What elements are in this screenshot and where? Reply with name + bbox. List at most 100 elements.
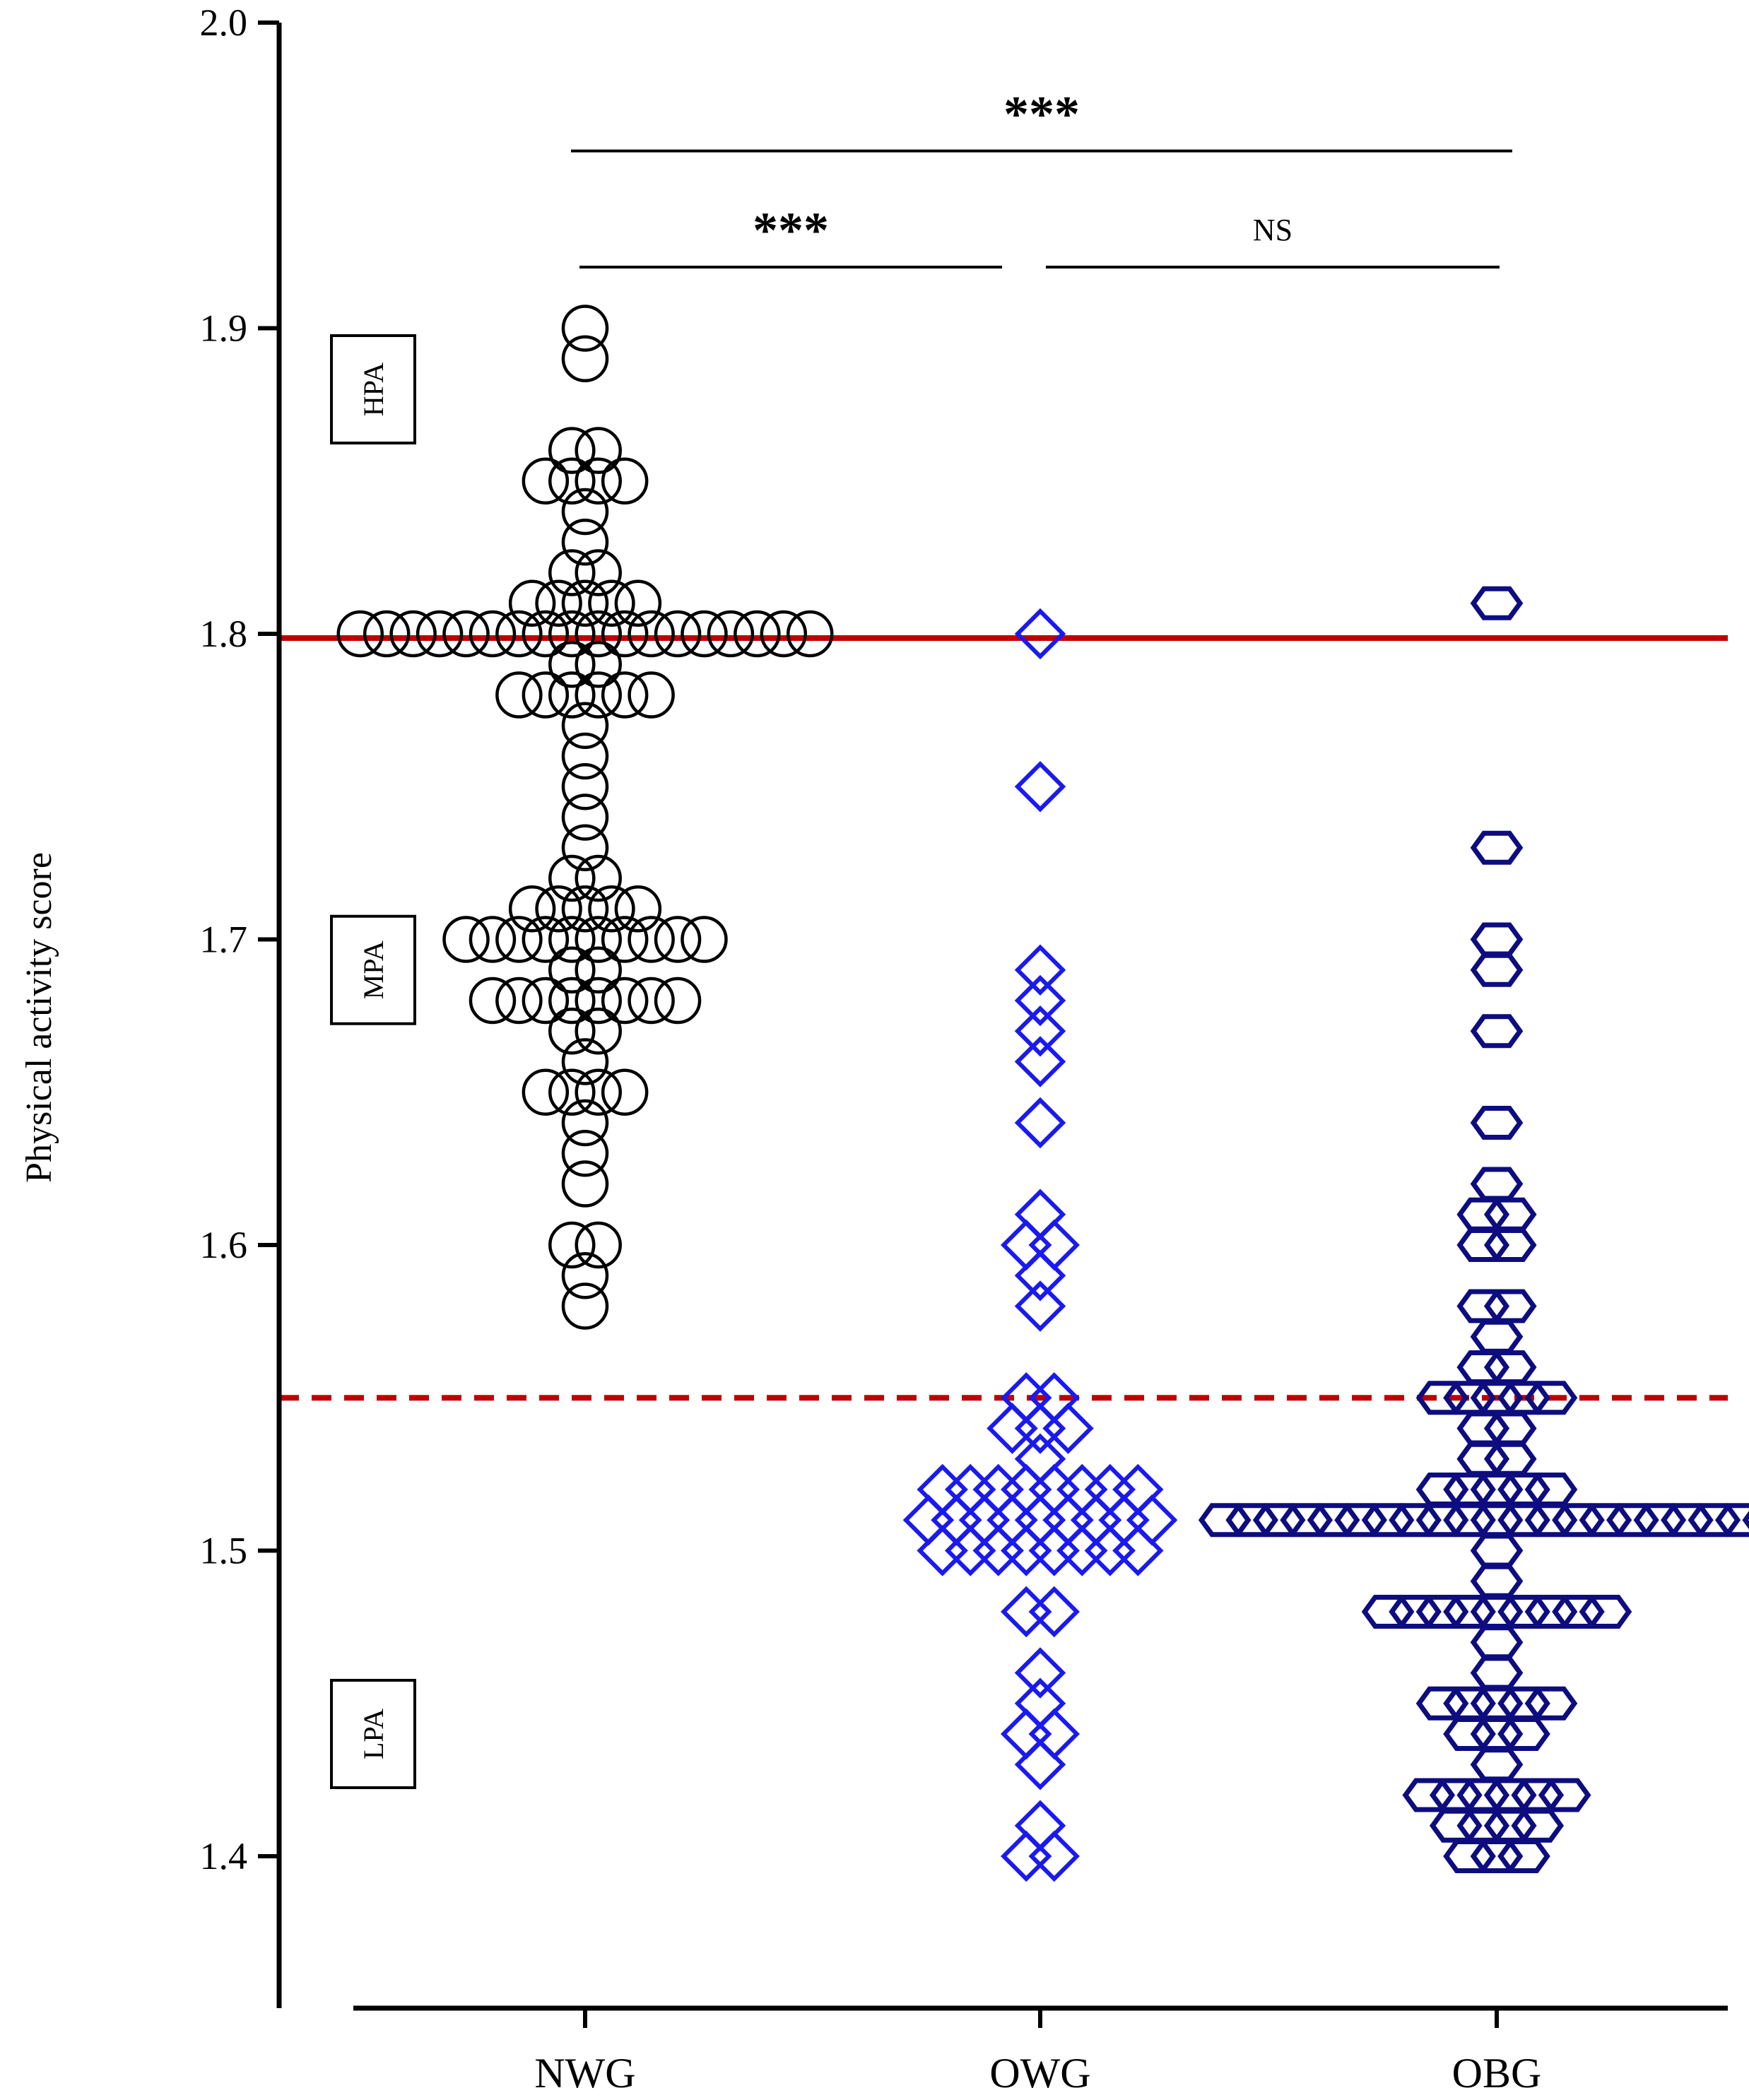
y-axis-title: Physical activity score — [19, 852, 59, 1183]
data-point — [681, 610, 728, 658]
data-point — [1579, 1595, 1632, 1629]
data-point — [548, 1068, 596, 1116]
y-tick-label: 1.4 — [200, 1835, 248, 1877]
data-point — [575, 610, 622, 658]
data-point — [1000, 1219, 1052, 1271]
x-ticks: NWG OWG OBG — [534, 2008, 1541, 2096]
data-point — [1470, 1503, 1524, 1538]
data-point — [1443, 1686, 1496, 1721]
data-point — [1552, 1503, 1605, 1538]
data-point — [561, 335, 609, 382]
data-point — [495, 977, 543, 1025]
data-point — [548, 610, 596, 658]
data-point — [1470, 1686, 1524, 1721]
data-point — [1443, 1503, 1496, 1538]
data-point — [1742, 1511, 1749, 1530]
data-point — [548, 671, 596, 719]
data-point — [561, 702, 609, 749]
data-point — [707, 610, 755, 658]
data-point — [1056, 1463, 1108, 1516]
data-point — [561, 1130, 609, 1177]
data-point — [1429, 1778, 1483, 1812]
data-point — [1028, 1586, 1080, 1638]
data-point — [522, 671, 570, 719]
data-point — [588, 885, 635, 933]
data-point — [389, 610, 437, 658]
data-point — [917, 1463, 968, 1516]
data-point — [1014, 1403, 1066, 1454]
data-point — [601, 977, 649, 1025]
data-point — [1456, 1289, 1510, 1323]
y-ticks: 1.4 1.5 1.6 1.7 1.8 1.9 2.0 — [200, 1, 279, 1877]
data-point — [1456, 1350, 1510, 1384]
zone-label-hpa: HPA — [358, 362, 389, 416]
data-point — [654, 916, 702, 963]
data-point — [1470, 1656, 1524, 1690]
zone-label-lpa: LPA — [358, 1709, 389, 1759]
data-point — [535, 885, 582, 933]
data-point — [548, 916, 596, 963]
data-point — [1470, 586, 1524, 620]
data-point — [1014, 1677, 1066, 1729]
data-point — [1456, 1411, 1510, 1446]
data-point — [522, 1068, 570, 1116]
data-points — [336, 305, 1749, 1882]
data-point — [1014, 944, 1066, 996]
data-point — [495, 610, 543, 658]
data-point — [561, 1099, 609, 1147]
data-point — [548, 427, 596, 474]
data-point — [614, 579, 662, 627]
significance-label: NS — [1253, 213, 1292, 247]
data-point — [561, 519, 609, 566]
data-point — [495, 916, 543, 963]
data-point — [1280, 1503, 1333, 1538]
data-point — [1470, 830, 1524, 865]
data-point — [561, 1282, 609, 1330]
data-point — [944, 1525, 996, 1576]
y-tick-label: 1.6 — [200, 1224, 248, 1266]
data-point — [548, 1008, 596, 1055]
data-point — [786, 610, 834, 658]
data-point — [1470, 1167, 1524, 1201]
x-tick-label: OBG — [1452, 2050, 1542, 2096]
data-point — [944, 1463, 996, 1516]
data-point — [1000, 1708, 1052, 1760]
activity-zone-labels: HPA MPA LPA — [330, 334, 416, 1789]
data-point — [1361, 1503, 1415, 1538]
data-point — [1497, 1473, 1550, 1506]
data-point — [1070, 1494, 1122, 1546]
data-point — [1456, 1228, 1510, 1262]
data-point — [1538, 1778, 1591, 1812]
data-point — [902, 1494, 955, 1546]
data-point — [1415, 1381, 1469, 1415]
data-point — [1524, 1473, 1578, 1506]
data-point — [1443, 1595, 1496, 1629]
significance-brackets: *** *** NS — [571, 86, 1512, 269]
data-point — [1497, 1839, 1550, 1873]
data-point — [1470, 1625, 1524, 1660]
data-point — [1497, 1595, 1550, 1629]
data-point — [575, 457, 622, 505]
data-point — [1470, 1564, 1524, 1598]
data-point — [1389, 1595, 1442, 1629]
data-point — [1014, 1250, 1066, 1302]
data-point — [522, 916, 570, 963]
data-point — [575, 427, 622, 474]
data-point — [931, 1494, 982, 1546]
data-point — [1084, 1525, 1136, 1576]
data-point — [548, 549, 596, 596]
zone-box — [330, 334, 416, 444]
data-point — [1497, 1717, 1550, 1751]
data-point — [1307, 1503, 1360, 1538]
data-point — [1429, 1808, 1483, 1843]
data-point — [1014, 608, 1066, 660]
data-point — [1028, 1830, 1080, 1882]
y-tick-label: 1.8 — [200, 613, 248, 655]
data-point — [1028, 1525, 1080, 1576]
data-point — [1456, 1441, 1510, 1476]
data-point — [1084, 1463, 1136, 1516]
data-point — [1470, 1473, 1524, 1506]
data-point — [1483, 1808, 1537, 1843]
data-point — [1014, 761, 1066, 813]
